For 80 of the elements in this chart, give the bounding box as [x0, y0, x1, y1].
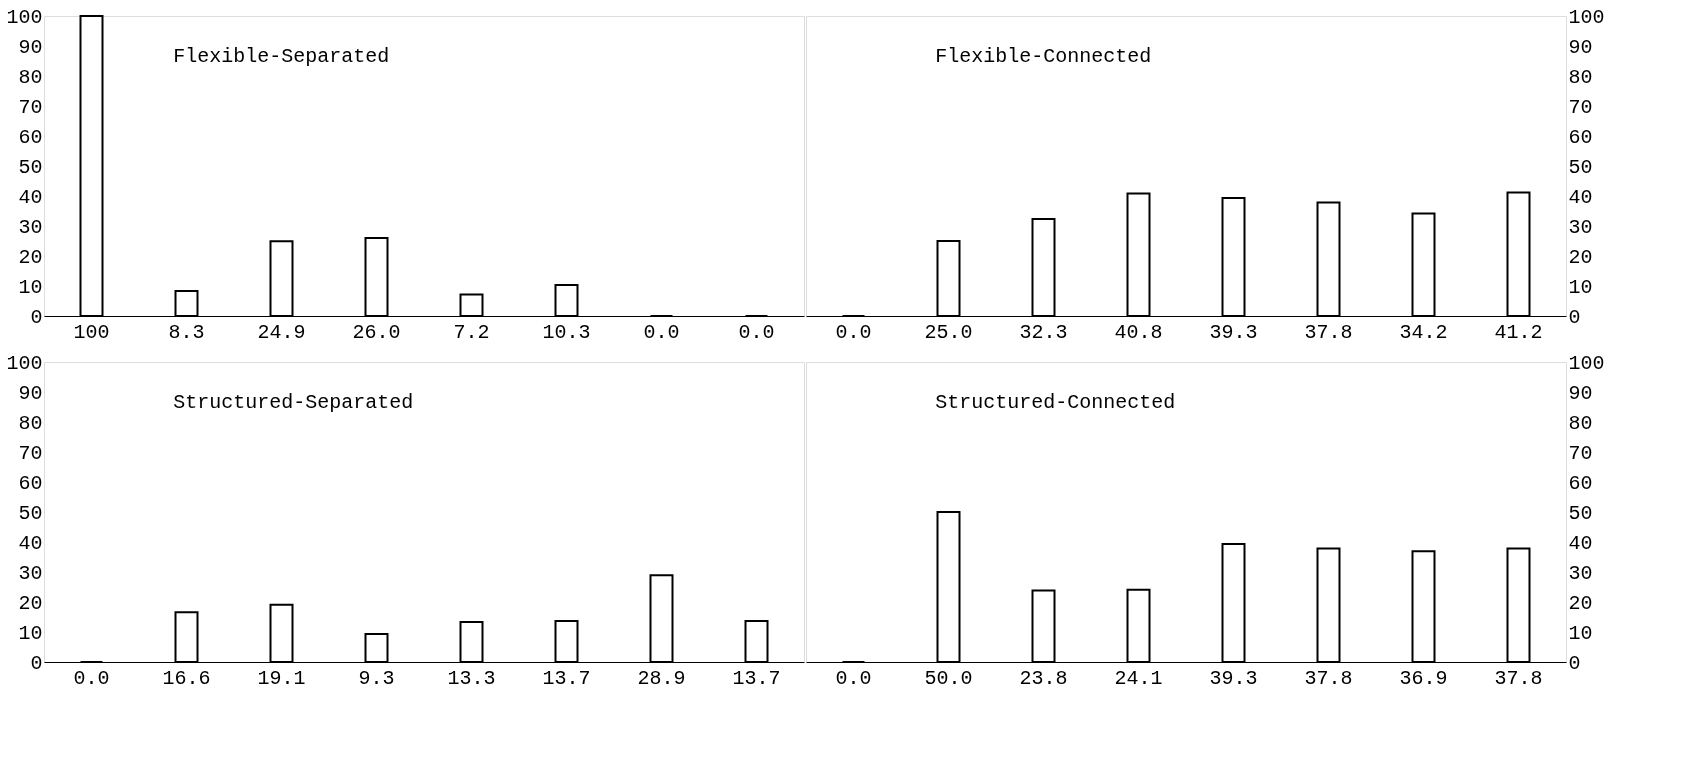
data-label: 28.9: [637, 667, 686, 690]
y-tick-label: 60: [18, 125, 43, 149]
data-label: 9.3: [358, 667, 395, 690]
data-label: 100: [73, 321, 110, 344]
data-label: 37.8: [1304, 321, 1353, 344]
text: Structured-Connected: [935, 391, 1176, 414]
data-label: 0.0: [835, 321, 872, 344]
y-tick-label: 90: [1568, 381, 1593, 405]
y-tick-label: 20: [1568, 591, 1593, 615]
data-label: 26.0: [352, 321, 401, 344]
y-tick-label: 50: [18, 501, 43, 525]
y-tick-label: 40: [1568, 185, 1593, 209]
y-tick-label: 100: [1568, 5, 1605, 29]
data-label: 13.7: [542, 667, 591, 690]
text: Flexible-Connected: [935, 45, 1152, 68]
data-label: 7.2: [453, 321, 490, 344]
data-label: 0.0: [835, 667, 872, 690]
data-label: 16.6: [162, 667, 211, 690]
y-tick-label: 30: [18, 215, 43, 239]
data-label: 36.9: [1399, 667, 1448, 690]
y-tick-label: 20: [18, 245, 43, 269]
y-tick-label: 60: [1568, 471, 1593, 495]
y-tick-label: 10: [18, 275, 43, 299]
y-tick-label: 80: [1568, 411, 1593, 435]
data-label: 24.1: [1114, 667, 1163, 690]
data-label: 39.3: [1209, 667, 1258, 690]
data-label: 50.0: [924, 667, 973, 690]
data-label: 37.8: [1304, 667, 1353, 690]
data-label: 0.0: [643, 321, 680, 344]
y-tick-label: 50: [1568, 155, 1593, 179]
data-label: 25.0: [924, 321, 973, 344]
text: Flexible-Separated: [173, 45, 390, 68]
y-tick-label: 60: [1568, 125, 1593, 149]
data-label: 13.3: [447, 667, 496, 690]
data-label: 0.0: [73, 667, 110, 690]
y-tick-label: 100: [6, 5, 43, 29]
y-tick-label: 80: [1568, 65, 1593, 89]
data-label: 10.3: [542, 321, 591, 344]
data-label: 23.8: [1019, 667, 1068, 690]
y-tick-label: 0: [1568, 651, 1581, 675]
data-label: 24.9: [257, 321, 306, 344]
y-tick-label: 100: [1568, 351, 1605, 375]
y-tick-label: 80: [18, 65, 43, 89]
y-tick-label: 70: [1568, 95, 1593, 119]
data-label: 13.7: [732, 667, 781, 690]
y-tick-label: 30: [18, 561, 43, 585]
y-tick-label: 50: [1568, 501, 1593, 525]
data-label: 34.2: [1399, 321, 1448, 344]
y-tick-label: 30: [1568, 561, 1593, 585]
y-tick-label: 10: [1568, 621, 1593, 645]
data-label: 19.1: [257, 667, 306, 690]
y-tick-label: 20: [1568, 245, 1593, 269]
y-tick-label: 70: [1568, 441, 1593, 465]
y-tick-label: 90: [18, 35, 43, 59]
y-tick-label: 40: [1568, 531, 1593, 555]
y-tick-label: 10: [18, 621, 43, 645]
data-label: 41.2: [1494, 321, 1543, 344]
data-label: 37.8: [1494, 667, 1543, 690]
y-tick-label: 90: [18, 381, 43, 405]
y-tick-label: 40: [18, 531, 43, 555]
y-tick-label: 40: [18, 185, 43, 209]
y-tick-label: 0: [30, 651, 43, 675]
y-tick-label: 0: [30, 305, 43, 329]
y-tick-label: 80: [18, 411, 43, 435]
data-label: 32.3: [1019, 321, 1068, 344]
text: Structured-Separated: [173, 391, 414, 414]
y-tick-label: 70: [18, 441, 43, 465]
y-tick-label: 30: [1568, 215, 1593, 239]
y-tick-label: 100: [6, 351, 43, 375]
data-label: 8.3: [168, 321, 205, 344]
y-tick-label: 90: [1568, 35, 1593, 59]
y-tick-label: 50: [18, 155, 43, 179]
y-tick-label: 70: [18, 95, 43, 119]
data-label: 0.0: [738, 321, 775, 344]
y-tick-label: 20: [18, 591, 43, 615]
y-tick-label: 10: [1568, 275, 1593, 299]
y-tick-label: 60: [18, 471, 43, 495]
data-label: 40.8: [1114, 321, 1163, 344]
data-label: 39.3: [1209, 321, 1258, 344]
y-tick-label: 0: [1568, 305, 1581, 329]
